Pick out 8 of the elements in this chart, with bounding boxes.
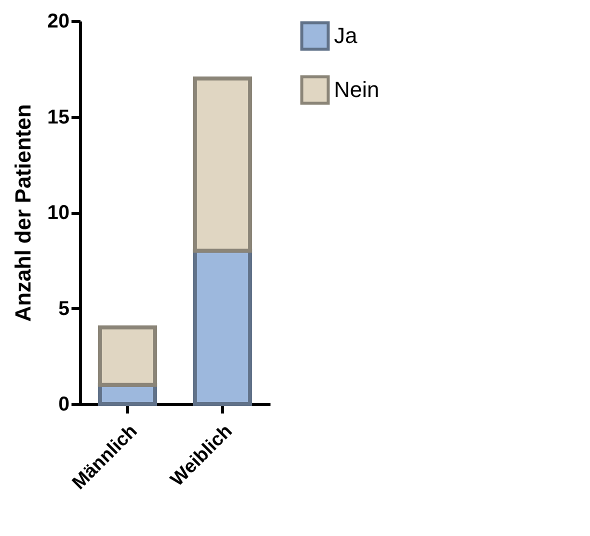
y-tick-label: 5	[58, 298, 70, 320]
y-tick-label: 20	[47, 10, 70, 32]
y-axis-title: Anzahl der Patienten	[10, 104, 36, 322]
legend-label: Nein	[334, 77, 380, 102]
y-tick-label: 10	[47, 202, 70, 224]
legend-label: Ja	[334, 23, 358, 48]
y-tick-label: 15	[47, 106, 70, 128]
y-tick-label: 0	[58, 394, 70, 416]
